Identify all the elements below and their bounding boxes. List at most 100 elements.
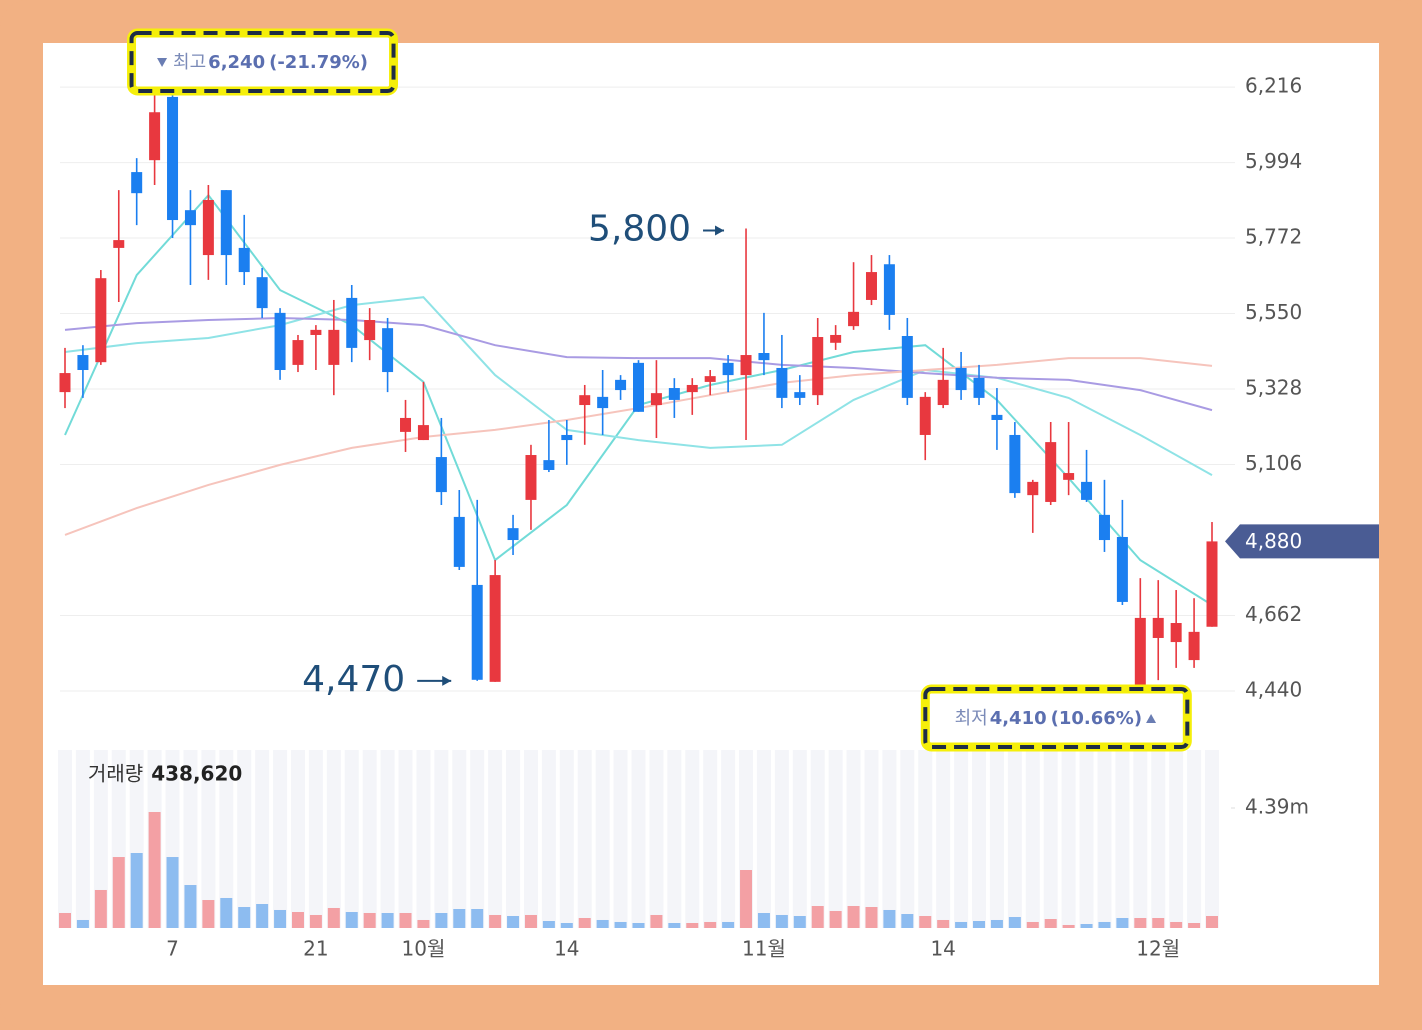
volume-column <box>434 750 449 928</box>
marker-change-label: (-21.79%) <box>269 52 368 73</box>
volume-column <box>1151 750 1166 928</box>
candle-body <box>364 320 376 341</box>
volume-column <box>93 750 108 928</box>
volume-current: 438,620 <box>151 762 242 786</box>
volume-column <box>774 750 789 928</box>
volume-column <box>523 750 538 928</box>
candle-body <box>113 240 125 248</box>
volume-column <box>900 750 915 928</box>
candle-body <box>202 199 214 256</box>
volume-column <box>1061 750 1076 928</box>
volume-bar <box>148 812 161 928</box>
volume-column <box>1187 750 1202 928</box>
marker-box <box>129 31 396 93</box>
volume-column <box>1169 750 1184 928</box>
annotation-label: 4,470 <box>302 659 405 700</box>
marker-value-label: 6,240 <box>208 52 265 73</box>
candle-body <box>597 396 609 409</box>
volume-bar <box>883 909 896 928</box>
volume-bar <box>793 916 806 928</box>
candle-body <box>973 377 985 398</box>
volume-bar <box>524 914 537 928</box>
candle-body <box>740 355 752 376</box>
volume-column <box>255 750 270 928</box>
volume-bar <box>829 911 842 928</box>
marker-label: 최저 <box>955 708 988 729</box>
volume-column <box>882 750 897 928</box>
volume-column <box>1025 750 1040 928</box>
candle-body <box>830 334 842 343</box>
volume-bar <box>847 905 860 928</box>
volume-bar <box>184 885 197 928</box>
volume-bar <box>1170 921 1183 928</box>
candle-body <box>686 384 698 393</box>
volume-bar <box>686 922 699 928</box>
volume-column <box>810 750 825 928</box>
volume-column <box>290 750 305 928</box>
candle-body <box>883 264 895 315</box>
candle-body <box>722 362 734 376</box>
volume-bar <box>202 900 215 928</box>
marker-text: 최저 4,410 (10.66%) <box>955 708 1157 729</box>
candle-body <box>865 272 877 300</box>
volume-bar <box>1008 917 1021 928</box>
candle-body <box>77 355 89 371</box>
volume-column <box>918 750 933 928</box>
candle-body <box>1116 536 1128 602</box>
marker-text: 최고 6,240 (-21.79%) <box>157 52 368 73</box>
candle-body <box>776 367 788 398</box>
x-tick-label: 12월 <box>1136 937 1180 961</box>
volume-bar <box>274 909 287 928</box>
volume-column <box>1115 750 1130 928</box>
volume-column <box>613 750 628 928</box>
candle-body <box>220 190 232 256</box>
volume-column <box>631 750 646 928</box>
y-tick-label: 6,216 <box>1245 74 1302 98</box>
volume-bar <box>291 912 304 928</box>
volume-column <box>183 750 198 928</box>
volume-column <box>219 750 234 928</box>
volume-bar <box>775 914 788 928</box>
volume-bar <box>560 922 573 928</box>
candle-body <box>615 379 627 391</box>
volume-column <box>416 750 431 928</box>
volume-title: 거래량 <box>88 762 143 786</box>
volume-bar <box>1188 922 1201 928</box>
candle-body <box>955 367 967 391</box>
volume-column <box>326 750 341 928</box>
current-price-tag <box>1225 524 1379 559</box>
candle-body <box>633 362 644 412</box>
volume-column <box>201 750 216 928</box>
volume-column <box>792 750 807 928</box>
volume-column <box>954 750 969 928</box>
annotation-arrow-head <box>442 675 452 686</box>
volume-bar <box>1098 921 1111 928</box>
candle-body <box>1027 481 1039 496</box>
volume-bar <box>919 916 932 928</box>
volume-bar <box>578 917 591 928</box>
volume-bar <box>166 857 179 928</box>
marker-label: 최고 <box>173 52 206 73</box>
volume-bar <box>757 912 770 928</box>
volume-bar <box>542 921 555 928</box>
volume-bar <box>632 922 645 928</box>
volume-bar <box>811 905 824 928</box>
volume-column <box>1133 750 1148 928</box>
candle-body <box>184 210 196 226</box>
volume-column <box>828 750 843 928</box>
volume-bar <box>363 912 376 928</box>
volume-bar <box>76 919 89 928</box>
x-tick-label: 14 <box>930 937 955 961</box>
candle-body <box>991 414 1003 420</box>
volume-bar <box>417 919 430 928</box>
y-tick-label: 5,328 <box>1245 376 1302 400</box>
candle-body <box>489 575 501 682</box>
candle-body <box>417 425 429 441</box>
current-price-label: 4,880 <box>1245 529 1302 553</box>
volume-bar <box>309 914 322 928</box>
candle-body <box>758 353 770 361</box>
volume-column <box>452 750 467 928</box>
volume-bar <box>668 922 681 928</box>
annotation-arrow-head <box>715 225 725 236</box>
candle-body <box>1206 541 1218 627</box>
